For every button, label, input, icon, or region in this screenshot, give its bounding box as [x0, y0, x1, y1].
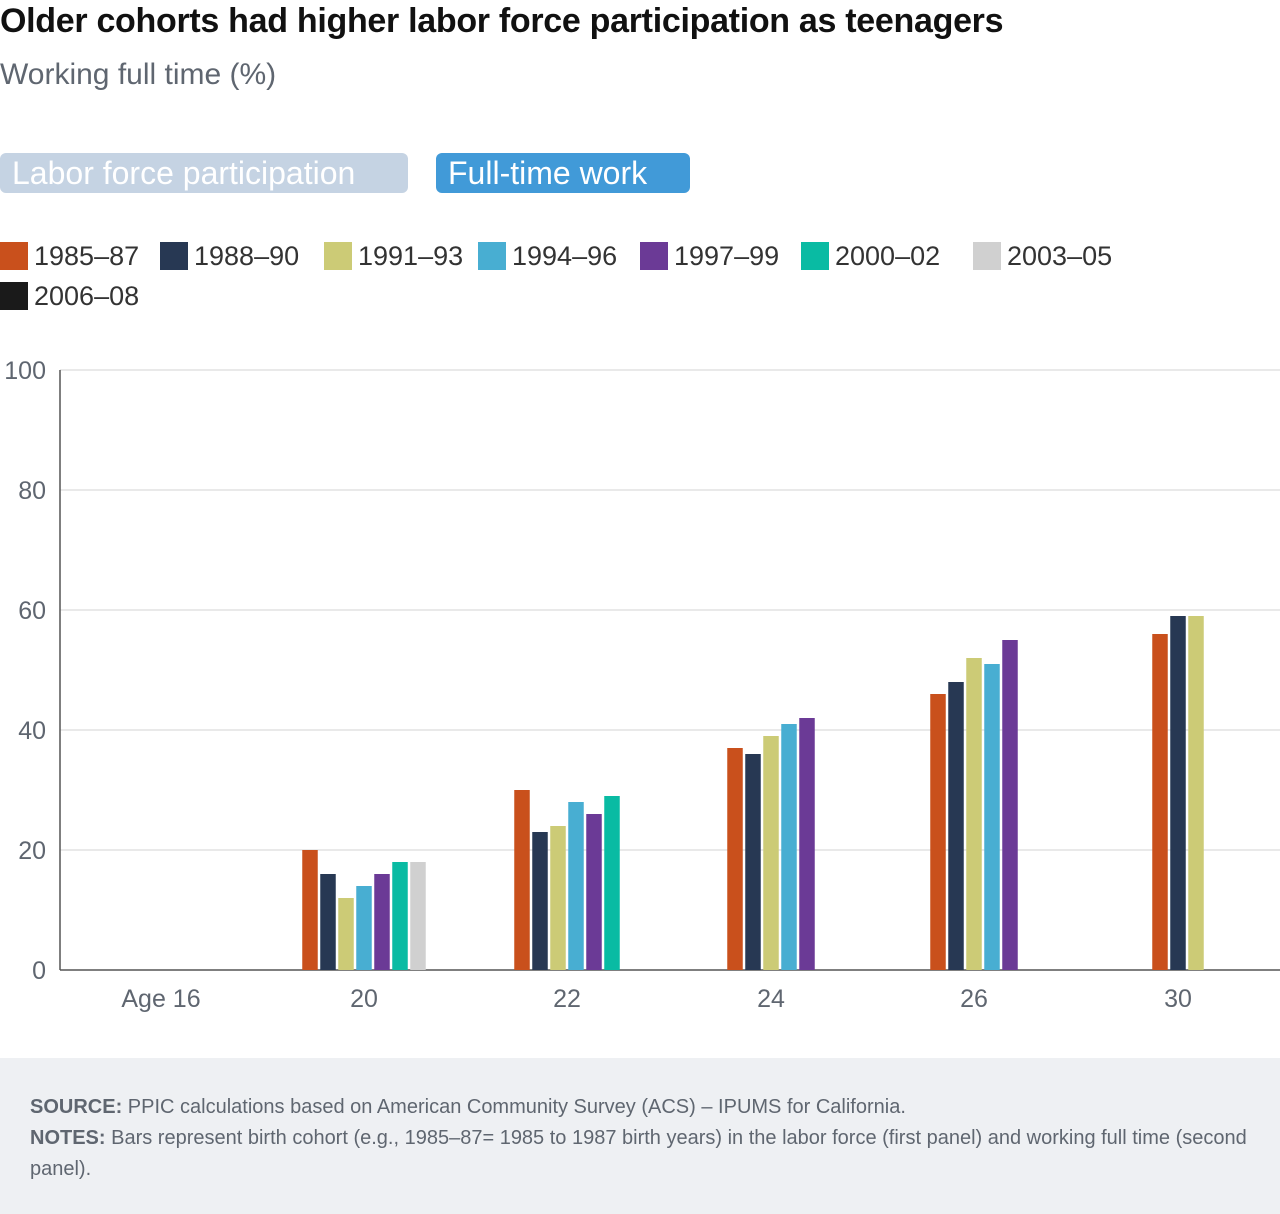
legend-item[interactable]: 1991–93 [324, 236, 463, 276]
legend-label: 1985–87 [34, 240, 140, 271]
bar[interactable] [586, 814, 602, 970]
legend-label: 1991–93 [358, 240, 464, 271]
bar[interactable] [302, 850, 318, 970]
tab-full-time-work[interactable]: Full-time work [436, 153, 690, 193]
bar[interactable] [763, 736, 779, 970]
y-tick-label: 20 [18, 837, 46, 865]
bar[interactable] [550, 826, 566, 970]
bar[interactable] [356, 886, 372, 970]
source-label: SOURCE: [30, 1096, 123, 1118]
legend-label: 1988–90 [194, 240, 300, 271]
bar[interactable] [604, 796, 620, 970]
legend-swatch [324, 242, 352, 270]
bar[interactable] [410, 862, 426, 970]
legend-item[interactable]: 2003–05 [973, 236, 1112, 276]
x-tick-label: 24 [757, 985, 785, 1013]
y-tick-label: 60 [18, 597, 46, 625]
bar[interactable] [514, 790, 530, 970]
legend-item[interactable]: 1997–99 [640, 236, 779, 276]
bar-chart: 0 20 40 60 80 100 Age 16 20 22 24 26 30 [4, 357, 1280, 1013]
legend-item[interactable]: 2000–02 [801, 236, 940, 276]
x-tick-label: 22 [553, 985, 581, 1013]
x-tick-label: 30 [1164, 985, 1192, 1013]
chart-footer: SOURCE: PPIC calculations based on Ameri… [0, 1058, 1280, 1214]
notes-text: Bars represent birth cohort (e.g., 1985–… [30, 1127, 1247, 1180]
bars [302, 616, 1204, 970]
x-tick-label: 20 [350, 985, 378, 1013]
legend-label: 2000–02 [835, 240, 941, 271]
bar[interactable] [1170, 616, 1186, 970]
bar[interactable] [532, 832, 548, 970]
bar[interactable] [966, 658, 982, 970]
bar[interactable] [727, 748, 743, 970]
bar[interactable] [338, 898, 354, 970]
legend-swatch [640, 242, 668, 270]
bar[interactable] [1002, 640, 1018, 970]
y-tick-label: 100 [4, 357, 46, 385]
legend-swatch [801, 242, 829, 270]
y-tick-label: 0 [32, 957, 46, 985]
bar[interactable] [984, 664, 1000, 970]
bar[interactable] [781, 724, 797, 970]
x-axis-labels: Age 16 20 22 24 26 30 [121, 985, 1192, 1013]
gridlines [60, 369, 1280, 851]
legend-label: 1997–99 [674, 240, 780, 271]
bar[interactable] [374, 874, 390, 970]
legend-swatch [478, 242, 506, 270]
legend-label: 1994–96 [512, 240, 618, 271]
x-tick-label: 26 [960, 985, 988, 1013]
legend-item[interactable]: 1994–96 [478, 236, 617, 276]
chart-subtitle: Working full time (%) [0, 58, 277, 91]
bar[interactable] [1188, 616, 1204, 970]
bar[interactable] [799, 718, 815, 970]
x-tick-label: Age 16 [121, 985, 200, 1013]
y-tick-label: 80 [18, 477, 46, 505]
legend-swatch [0, 242, 28, 270]
legend-item[interactable]: 1988–90 [160, 236, 299, 276]
chart-title: Older cohorts had higher labor force par… [0, 2, 1004, 40]
legend-item[interactable]: 1985–87 [0, 236, 139, 276]
source-line: SOURCE: PPIC calculations based on Ameri… [30, 1092, 1250, 1123]
y-axis: 0 20 40 60 80 100 [4, 357, 1280, 985]
bar[interactable] [568, 802, 584, 970]
legend-item[interactable]: 2006–08 [0, 276, 139, 316]
bar[interactable] [930, 694, 946, 970]
notes-line: NOTES: Bars represent birth cohort (e.g.… [30, 1123, 1250, 1185]
bar[interactable] [320, 874, 336, 970]
legend-swatch [0, 282, 28, 310]
notes-label: NOTES: [30, 1127, 106, 1149]
bar[interactable] [392, 862, 408, 970]
bar[interactable] [948, 682, 964, 970]
tab-labor-force-participation[interactable]: Labor force participation [0, 153, 408, 193]
legend-swatch [973, 242, 1001, 270]
source-text: PPIC calculations based on American Comm… [127, 1096, 906, 1118]
legend-label: 2006–08 [34, 280, 140, 311]
legend-swatch [160, 242, 188, 270]
legend-label: 2003–05 [1007, 240, 1113, 271]
chart-legend: 1985–87 1988–90 1991–93 1994–96 1997–99 2000–… [0, 236, 1280, 316]
bar[interactable] [1152, 634, 1168, 970]
y-tick-label: 40 [18, 717, 46, 745]
bar[interactable] [745, 754, 761, 970]
